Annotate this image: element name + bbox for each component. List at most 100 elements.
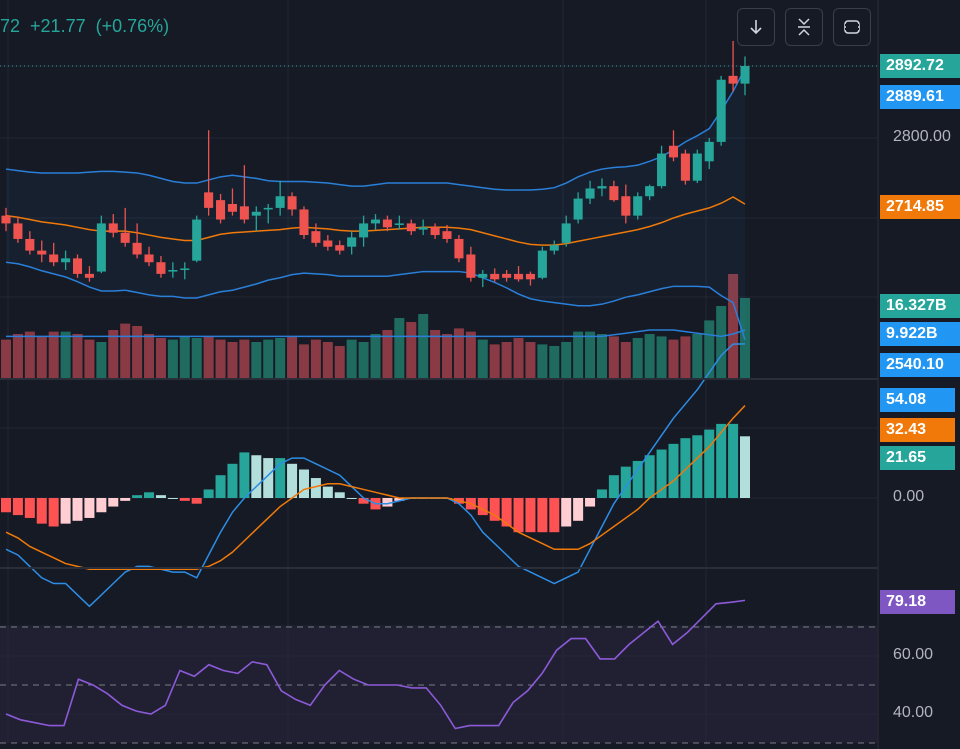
candle-body [430,227,440,236]
volume-bar [346,339,357,378]
volume-bar [96,342,107,378]
candle-body [323,240,333,247]
candle-body [680,153,690,181]
candle-body [108,223,118,233]
macd-histogram-bar [394,498,405,501]
volume-bar [382,330,393,378]
price-change-percent: (+0.76%) [95,16,170,36]
bollinger-basis-line [5,196,746,246]
macd-histogram-bar [716,423,727,498]
volume-bar [453,328,464,378]
candle-body [645,186,655,197]
candle-body [49,254,59,263]
candle-body [72,258,83,274]
price-candles [1,40,750,288]
candle-body [227,204,237,212]
volume-bar [60,331,71,378]
volume-bar [525,342,536,378]
macd-histogram-bar [549,498,560,533]
macd-histogram-bar [704,429,715,498]
bollinger-lower-line [5,261,746,341]
volume-bar [716,306,727,378]
macd-histogram-bar [596,489,607,498]
macd-histogram-bar [358,498,369,504]
volume-bar [501,342,512,378]
candle-body [716,79,726,142]
rsi-band-area [0,627,878,743]
macd-histogram-bar [132,495,143,498]
scroll-to-latest-button[interactable] [737,8,775,46]
candle-body [96,223,106,272]
basis-tag: 2714.85 [880,195,960,219]
candle-body [537,250,547,278]
volume-bar [704,320,715,378]
rsi-indicator [0,599,878,744]
macd-histogram-bar [561,498,572,527]
candle-body [192,219,202,261]
macd-histogram-bar [275,458,286,498]
candle-body [597,186,607,189]
candle-body [251,211,261,216]
candle-body [180,268,190,271]
volume-bar [167,339,178,378]
volume-bar [263,339,274,378]
candle-body [25,238,35,251]
macd-histogram-bar [144,492,155,498]
macd-histogram-bar [346,498,357,499]
candle-body [609,186,619,201]
volume-bar [215,339,226,378]
volume-bar [144,334,155,378]
volume-bar [322,342,333,378]
volume-bar [537,344,548,378]
volume-bar [489,344,500,378]
histogram-tag: 21.65 [880,446,955,470]
volume-bar [549,346,560,378]
macd-histogram-bar [501,498,512,527]
volume-bar [632,338,643,378]
volume-bar [48,331,59,378]
macd-histogram-bar [692,435,703,498]
candle-body [728,75,738,84]
rsi-line [5,599,746,730]
macd-histogram-bar [382,498,393,507]
volume-bar [334,346,345,378]
volume-bar [430,330,441,378]
volume-bar [442,334,453,378]
candle-body [573,198,583,220]
candle-body [633,196,643,216]
macd-histogram-bar [96,498,107,513]
volume-bar [179,336,190,378]
macd-line [5,343,746,608]
volume-ma-tag: 9.922B [880,322,960,346]
volume-bars [0,274,751,378]
candle-body [514,273,524,280]
rsi-axis-label-40: 40.00 [893,704,934,721]
macd-zero-label: 0.00 [893,488,925,505]
macd-histogram-bar [48,498,59,527]
macd-histogram-bar [728,423,739,498]
collapse-icon [798,18,810,36]
volume-bar [477,339,488,378]
candle-body [168,270,178,272]
volume-ma-line [6,329,746,338]
macd-histogram-bar [84,498,95,518]
volume-bar [155,338,166,378]
macd-histogram-bar [739,436,751,498]
volume-bar [585,331,596,378]
macd-histogram-bar [585,498,596,507]
macd-tag: 54.08 [880,388,955,412]
volume-bar [298,344,309,378]
macd-histogram-bar [215,475,226,498]
candle-body [657,153,667,187]
candle-body [704,141,714,162]
macd-histogram-bar [477,498,488,516]
candle-body [382,219,392,228]
signal-tag: 32.43 [880,418,955,442]
bb-lower-tag: 2540.10 [880,353,960,377]
macd-histogram-bar [537,498,548,533]
volume-bar [0,339,12,378]
macd-histogram-bar [120,498,131,501]
collapse-pane-button[interactable] [785,8,823,46]
fullscreen-button[interactable] [833,8,871,46]
